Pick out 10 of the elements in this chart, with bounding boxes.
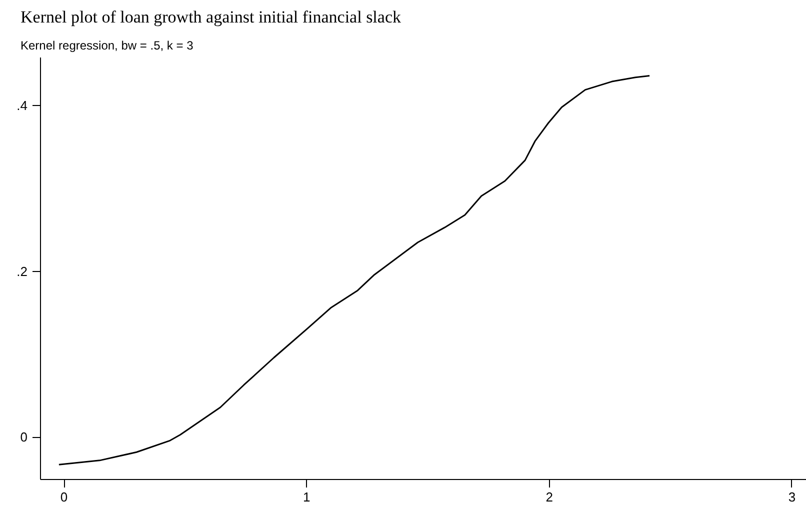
- y-tick-label: 0: [20, 430, 28, 445]
- x-tick-label: 2: [546, 490, 553, 504]
- y-tick-label: .4: [16, 98, 28, 114]
- x-tick-label: 1: [303, 490, 310, 504]
- chart-subtitle: Kernel regression, bw = .5, k = 3: [20, 38, 194, 52]
- x-tick-label: 0: [60, 490, 68, 504]
- x-tick-label: 3: [788, 490, 796, 504]
- chart-title: Kernel plot of loan growth against initial financial slack: [20, 8, 402, 26]
- line-series: [58, 74, 650, 466]
- y-tick-label: .2: [16, 264, 28, 279]
